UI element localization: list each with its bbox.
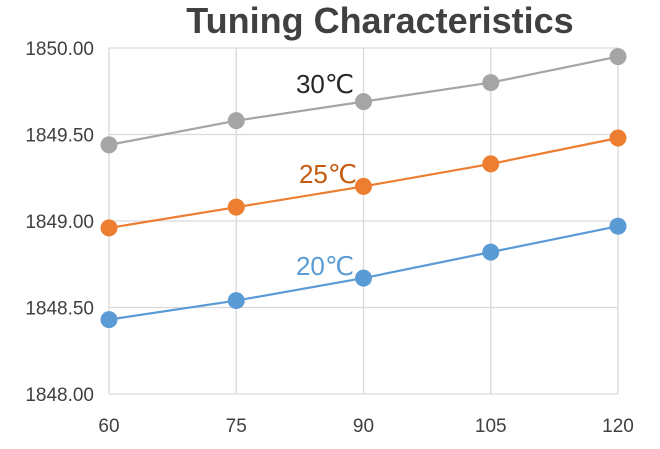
data-point [355, 269, 372, 287]
data-point [227, 198, 245, 216]
x-tick-label: 90 [353, 416, 374, 437]
x-tick-label: 105 [475, 416, 507, 437]
x-tick-label: 120 [602, 416, 634, 437]
data-point [355, 177, 372, 195]
data-point [609, 217, 627, 235]
data-point [227, 292, 245, 310]
data-point [100, 219, 118, 237]
chart-title: Tuning Characteristics [186, 0, 573, 41]
series-2: 20℃ [100, 217, 627, 329]
data-point [100, 311, 118, 329]
x-tick-label: 60 [98, 416, 119, 437]
data-point [482, 74, 500, 92]
x-tick-label: 75 [226, 416, 247, 437]
series-label: 20℃ [296, 251, 354, 281]
data-point [482, 155, 500, 173]
y-tick-label: 1849.00 [25, 212, 94, 233]
y-tick-label: 1848.50 [25, 299, 94, 320]
y-tick-label: 1850.00 [25, 39, 94, 60]
series-label: 30℃ [296, 69, 354, 99]
series-label: 25℃ [299, 159, 357, 189]
data-point [609, 48, 627, 66]
series-layer: 30℃ 25℃ 20℃ [100, 48, 627, 329]
data-point [482, 243, 500, 261]
series-0: 30℃ [100, 48, 627, 154]
data-point [227, 112, 245, 130]
y-tick-label: 1849.50 [25, 126, 94, 147]
y-axis-ticks: 1848.00 1848.50 1849.00 1849.50 1850.00 [25, 39, 94, 406]
y-tick-label: 1848.00 [25, 385, 94, 406]
data-point [100, 136, 118, 154]
data-point [609, 129, 627, 147]
data-point [355, 93, 372, 111]
x-axis-ticks: 60 75 90 105 120 [98, 416, 633, 437]
series-1: 25℃ [100, 129, 627, 237]
